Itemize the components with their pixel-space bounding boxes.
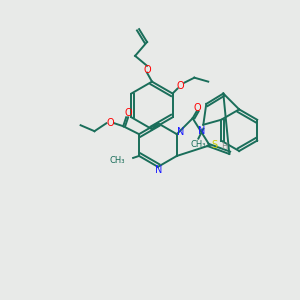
Text: CH₃: CH₃ — [110, 156, 125, 165]
Text: N: N — [155, 165, 163, 175]
Text: N: N — [177, 127, 184, 137]
Text: CH₃: CH₃ — [190, 140, 206, 149]
Text: H: H — [221, 142, 227, 151]
Text: O: O — [143, 65, 151, 75]
Text: O: O — [194, 103, 201, 113]
Text: O: O — [124, 108, 132, 118]
Text: O: O — [106, 118, 114, 128]
Text: S: S — [212, 140, 218, 150]
Text: O: O — [177, 81, 184, 91]
Text: N: N — [198, 126, 205, 136]
